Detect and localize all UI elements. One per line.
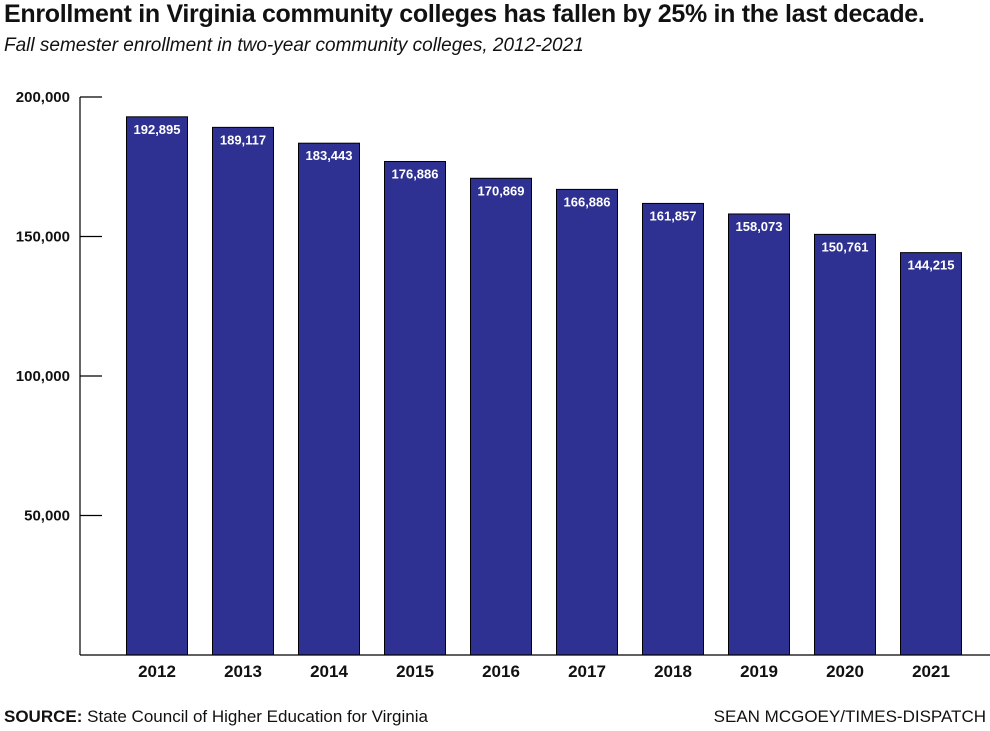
source-label: SOURCE:	[4, 707, 83, 726]
bar-2020	[814, 233, 876, 656]
data-label-2014: 183,443	[306, 148, 353, 163]
y-tick-label-150000: 150,000	[16, 229, 70, 246]
data-label-2019: 158,073	[736, 219, 783, 234]
x-tick-label-2021: 2021	[912, 662, 950, 681]
y-tick-label-100000: 100,000	[16, 368, 70, 385]
x-tick-label-2016: 2016	[482, 662, 520, 681]
source-text: State Council of Higher Education for Vi…	[87, 707, 428, 726]
bar-2012	[126, 116, 188, 656]
chart-subtitle: Fall semester enrollment in two-year com…	[4, 35, 584, 56]
bar-2021	[900, 252, 962, 656]
data-label-2017: 166,886	[564, 194, 611, 209]
x-tick-label-2013: 2013	[224, 662, 262, 681]
credit-line: SEAN MCGOEY/TIMES-DISPATCH	[713, 707, 986, 726]
data-label-2013: 189,117	[220, 132, 266, 147]
bar-2016	[470, 177, 532, 656]
y-tick-label-50000: 50,000	[24, 508, 70, 525]
chart-title: Enrollment in Virginia community college…	[4, 0, 925, 28]
bar-2014	[298, 142, 360, 656]
data-label-2021: 144,215	[908, 258, 955, 273]
x-tick-label-2019: 2019	[740, 662, 778, 681]
data-label-2015: 176,886	[392, 166, 439, 181]
bar-2013	[212, 126, 274, 656]
source-note: SOURCE: State Council of Higher Educatio…	[4, 707, 428, 727]
data-label-2018: 161,857	[650, 208, 697, 223]
x-tick-label-2014: 2014	[310, 662, 348, 681]
data-label-2012: 192,895	[134, 122, 181, 137]
bar-2019	[728, 213, 790, 656]
data-label-2016: 170,869	[478, 183, 525, 198]
bar-2017	[556, 188, 618, 656]
x-tick-label-2018: 2018	[654, 662, 692, 681]
data-label-2020: 150,761	[822, 239, 869, 254]
x-tick-label-2015: 2015	[396, 662, 434, 681]
y-tick-label-200000: 200,000	[16, 89, 70, 106]
bar-2018	[642, 202, 704, 656]
x-tick-label-2017: 2017	[568, 662, 606, 681]
bar-2015	[384, 160, 446, 656]
x-tick-label-2020: 2020	[826, 662, 864, 681]
x-tick-label-2012: 2012	[138, 662, 176, 681]
